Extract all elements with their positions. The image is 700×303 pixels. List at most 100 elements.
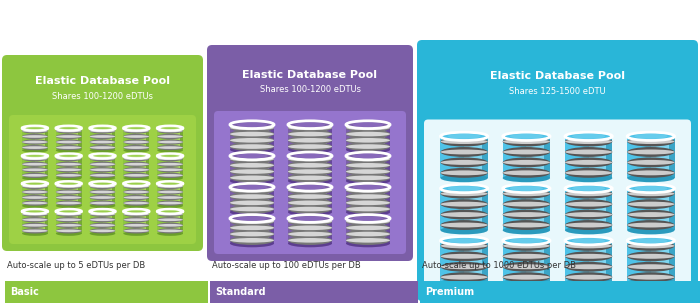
Ellipse shape [123, 157, 149, 160]
Ellipse shape [565, 222, 612, 228]
Polygon shape [544, 136, 550, 178]
Ellipse shape [627, 220, 675, 230]
Ellipse shape [123, 218, 149, 221]
Text: Standard: Standard [215, 287, 265, 297]
Ellipse shape [56, 224, 81, 227]
Ellipse shape [158, 213, 183, 215]
Ellipse shape [510, 238, 543, 243]
Ellipse shape [123, 148, 149, 153]
Ellipse shape [503, 264, 550, 269]
Ellipse shape [56, 209, 81, 214]
Ellipse shape [22, 130, 48, 132]
Ellipse shape [158, 145, 183, 150]
Polygon shape [668, 136, 675, 178]
Ellipse shape [440, 184, 488, 193]
Ellipse shape [510, 134, 543, 139]
Polygon shape [102, 156, 116, 178]
Ellipse shape [627, 184, 675, 193]
Ellipse shape [440, 272, 488, 282]
Ellipse shape [627, 137, 675, 147]
Ellipse shape [90, 157, 116, 160]
Ellipse shape [503, 254, 550, 259]
Ellipse shape [230, 198, 274, 208]
Ellipse shape [503, 149, 550, 155]
Ellipse shape [123, 174, 149, 177]
Ellipse shape [230, 163, 274, 168]
Ellipse shape [346, 205, 390, 214]
Ellipse shape [123, 189, 149, 195]
Ellipse shape [22, 224, 48, 227]
Ellipse shape [22, 229, 48, 232]
Ellipse shape [288, 194, 332, 199]
Ellipse shape [440, 139, 488, 144]
Ellipse shape [161, 127, 179, 129]
Ellipse shape [346, 201, 390, 205]
Ellipse shape [346, 215, 390, 222]
Ellipse shape [440, 237, 488, 245]
Polygon shape [56, 184, 69, 206]
Ellipse shape [565, 158, 612, 167]
Ellipse shape [503, 168, 550, 178]
Ellipse shape [288, 175, 332, 180]
Ellipse shape [56, 229, 81, 232]
Ellipse shape [346, 207, 390, 211]
Ellipse shape [503, 278, 550, 287]
Ellipse shape [627, 189, 675, 199]
Polygon shape [35, 211, 48, 234]
Polygon shape [464, 241, 488, 282]
Ellipse shape [22, 223, 48, 228]
Ellipse shape [90, 196, 116, 199]
Ellipse shape [447, 238, 481, 243]
Ellipse shape [565, 275, 612, 280]
Ellipse shape [22, 217, 48, 222]
Ellipse shape [123, 145, 149, 150]
Ellipse shape [565, 147, 612, 157]
Ellipse shape [230, 188, 274, 193]
Ellipse shape [346, 142, 390, 151]
Ellipse shape [56, 146, 81, 149]
Text: Basic: Basic [10, 287, 39, 297]
Ellipse shape [158, 128, 183, 134]
Ellipse shape [503, 262, 550, 272]
Ellipse shape [503, 220, 550, 230]
Ellipse shape [230, 215, 274, 222]
Ellipse shape [230, 208, 274, 216]
Ellipse shape [353, 154, 384, 158]
Ellipse shape [123, 161, 149, 167]
Ellipse shape [440, 160, 488, 165]
Polygon shape [252, 156, 274, 181]
Ellipse shape [56, 173, 81, 178]
Ellipse shape [22, 196, 48, 199]
Ellipse shape [565, 264, 612, 269]
Ellipse shape [158, 173, 183, 178]
Ellipse shape [230, 167, 274, 176]
Ellipse shape [346, 194, 390, 199]
Polygon shape [269, 156, 274, 181]
Polygon shape [606, 241, 612, 282]
Polygon shape [158, 184, 170, 206]
Ellipse shape [440, 191, 488, 196]
Ellipse shape [288, 138, 332, 143]
Ellipse shape [60, 127, 78, 129]
Ellipse shape [346, 225, 390, 230]
Polygon shape [326, 156, 332, 181]
Ellipse shape [230, 152, 274, 160]
Ellipse shape [627, 272, 675, 282]
Ellipse shape [565, 202, 612, 207]
Ellipse shape [346, 177, 390, 185]
Ellipse shape [56, 231, 81, 236]
Ellipse shape [22, 135, 48, 138]
Polygon shape [180, 211, 183, 234]
Ellipse shape [22, 145, 48, 150]
Polygon shape [651, 188, 675, 230]
Ellipse shape [22, 191, 48, 193]
Ellipse shape [346, 161, 390, 170]
Ellipse shape [634, 238, 667, 243]
Polygon shape [230, 156, 252, 181]
Ellipse shape [230, 129, 274, 139]
Polygon shape [170, 211, 183, 234]
Ellipse shape [627, 139, 675, 144]
Ellipse shape [158, 231, 183, 236]
Polygon shape [56, 128, 69, 150]
Ellipse shape [565, 184, 612, 193]
